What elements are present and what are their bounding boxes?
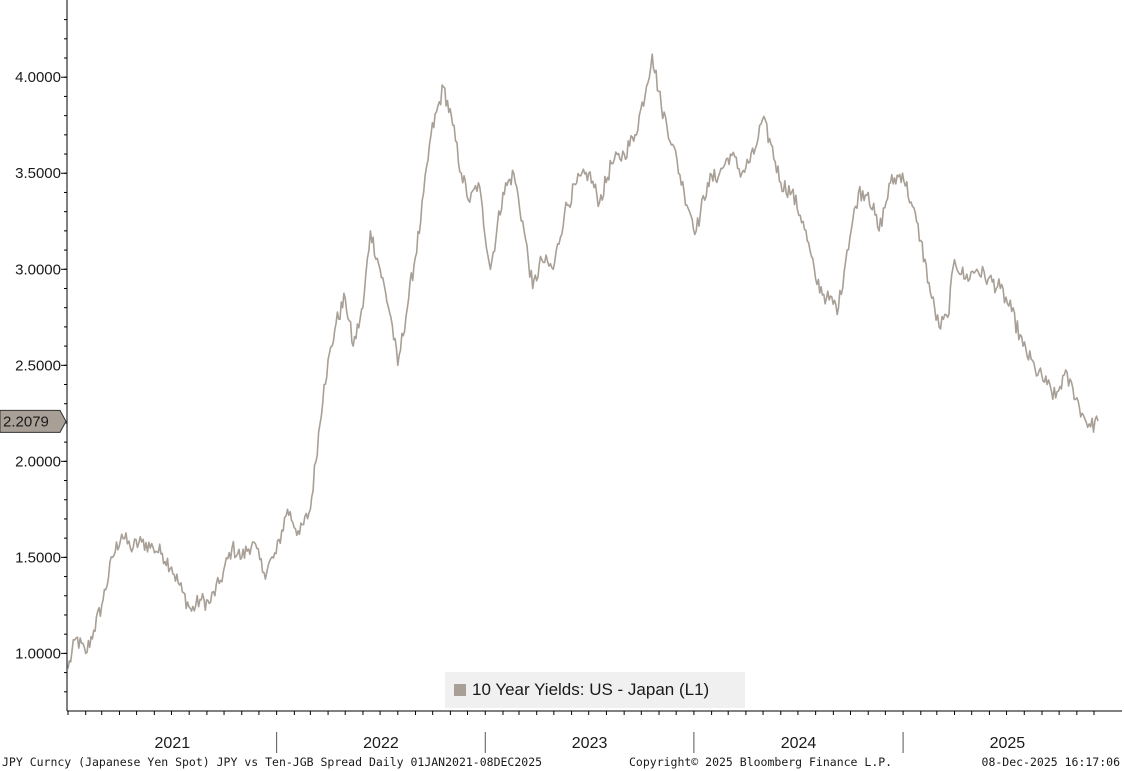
footer-copyright: Copyright© 2025 Bloomberg Finance L.P. bbox=[629, 755, 893, 769]
y-tick-label: 2.0000 bbox=[15, 453, 61, 470]
x-year-label: 2023 bbox=[572, 735, 608, 752]
x-year-label: 2022 bbox=[363, 735, 399, 752]
y-axis-ticks: 1.0000 1.5000 2.0000 2.5000 3.0000 3.5000 4.00… bbox=[15, 19, 67, 693]
footer-timestamp: 08-Dec-2025 16:17:06 bbox=[981, 755, 1120, 769]
legend: 10 Year Yields: US - Japan (L1) bbox=[445, 672, 745, 708]
chart-axes bbox=[66, 0, 1122, 712]
x-year-label: 2025 bbox=[990, 735, 1026, 752]
y-tick-label: 1.0000 bbox=[15, 645, 61, 662]
y-tick-label: 2.5000 bbox=[15, 357, 61, 374]
y-tick-label: 3.0000 bbox=[15, 261, 61, 278]
last-value-label: 2.2079 bbox=[3, 413, 49, 430]
y-tick-label: 3.5000 bbox=[15, 165, 61, 182]
last-value-marker: 2.2079 bbox=[0, 409, 67, 433]
x-year-label: 2024 bbox=[781, 735, 817, 752]
x-axis-ticks: 2021 2022 2023 2024 2025 bbox=[67, 711, 1095, 753]
series-layer bbox=[67, 53, 1099, 669]
legend-label: 10 Year Yields: US - Japan (L1) bbox=[472, 680, 710, 699]
series-line bbox=[67, 53, 1099, 669]
x-year-label: 2021 bbox=[155, 735, 191, 752]
legend-swatch bbox=[454, 684, 466, 696]
y-tick-label: 1.5000 bbox=[15, 549, 61, 566]
y-tick-label: 4.0000 bbox=[15, 69, 61, 86]
last-value-tag bbox=[0, 409, 67, 433]
footer-source: JPY Curncy (Japanese Yen Spot) JPY vs Te… bbox=[2, 755, 543, 769]
